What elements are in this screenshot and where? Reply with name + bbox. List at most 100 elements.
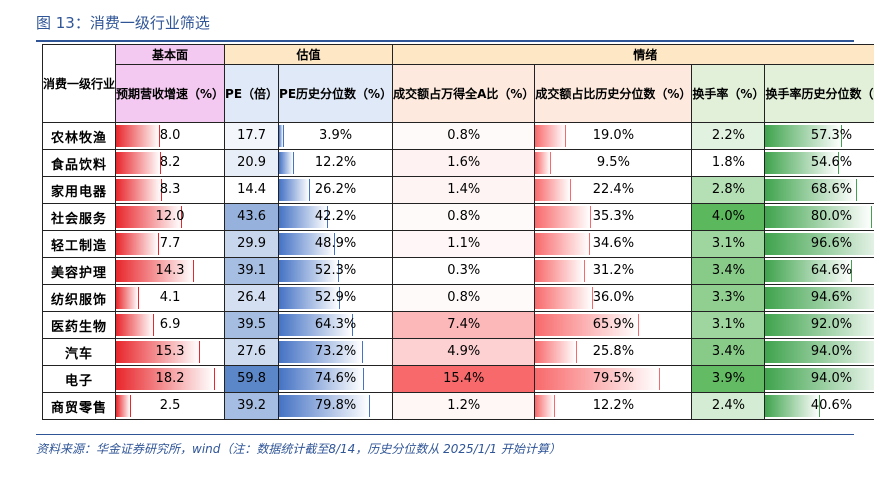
data-bar <box>765 125 843 147</box>
data-cell: 73.2% <box>278 338 394 366</box>
cell-value: 3.9% <box>711 371 745 386</box>
data-cell: 7.7 <box>115 230 226 258</box>
cell-value: 2.4% <box>711 398 745 413</box>
cell-value: 1.6% <box>447 155 481 170</box>
cell-value: 25.8% <box>592 344 635 359</box>
data-cell: 0.3% <box>392 257 536 285</box>
data-cell: 12.0 <box>115 203 226 231</box>
data-cell: 94.0% <box>764 338 874 366</box>
data-cell: 7.4% <box>392 311 536 339</box>
data-bar <box>116 233 159 255</box>
data-cell: 9.5% <box>534 149 693 177</box>
cell-value: 26.2% <box>314 182 357 197</box>
data-bar <box>116 206 182 228</box>
data-cell: 8.0 <box>115 122 226 150</box>
data-bar <box>765 179 858 201</box>
table-row: 轻工制造 7.7 29.9 48.9% 1.1% 34.6% 3.1% 96.6% <box>41 230 874 258</box>
data-bar <box>765 395 821 417</box>
cell-value: 14.3 <box>155 263 185 278</box>
data-cell: 65.9% <box>534 311 693 339</box>
data-bar <box>535 260 586 282</box>
data-cell: 12.2% <box>278 149 394 177</box>
data-bar <box>765 287 874 309</box>
data-cell: 1.6% <box>392 149 536 177</box>
table-row: 汽车 15.3 27.6 73.2% 4.9% 25.8% 3.4% 94.0% <box>41 338 874 366</box>
cell-value: 39.2 <box>237 398 267 413</box>
cell-value: 34.6% <box>592 236 635 251</box>
data-cell: 3.4% <box>691 338 766 366</box>
cell-value: 1.8% <box>711 155 745 170</box>
cell-value: 7.4% <box>447 317 481 332</box>
data-bar <box>279 395 371 417</box>
data-bar <box>765 314 874 336</box>
data-cell: 15.3 <box>115 338 226 366</box>
cell-value: 39.5 <box>237 317 267 332</box>
data-cell: 26.2% <box>278 176 394 204</box>
data-cell: 18.2 <box>115 365 226 393</box>
data-cell: 39.2 <box>224 392 280 420</box>
industry-name: 食品饮料 <box>41 149 117 177</box>
data-bar <box>279 233 336 255</box>
cell-value: 4.0% <box>711 209 745 224</box>
cell-value: 8.0 <box>159 128 181 143</box>
cell-value: 27.6 <box>237 344 267 359</box>
data-bar <box>116 152 162 174</box>
data-cell: 3.1% <box>691 230 766 258</box>
data-cell: 2.4% <box>691 392 766 420</box>
data-bar <box>535 179 572 201</box>
data-cell: 0.8% <box>392 284 536 312</box>
cell-value: 3.3% <box>711 290 745 305</box>
data-bar <box>116 341 200 363</box>
cell-value: 65.9% <box>592 317 635 332</box>
cell-value: 0.3% <box>447 263 481 278</box>
data-cell: 1.4% <box>392 176 536 204</box>
data-cell: 17.7 <box>224 122 280 150</box>
cell-value: 94.0% <box>810 344 853 359</box>
data-cell: 8.3 <box>115 176 226 204</box>
cell-value: 31.2% <box>592 263 635 278</box>
cell-value: 40.6% <box>810 398 853 413</box>
cell-value: 42.2% <box>314 209 357 224</box>
cell-value: 17.7 <box>237 128 267 143</box>
cell-value: 4.9% <box>447 344 481 359</box>
cell-value: 7.7 <box>159 236 181 251</box>
source-note: 资料来源：华金证券研究所，wind（注：数据统计截至8/14，历史分位数从 20… <box>36 442 561 456</box>
cell-value: 43.6 <box>237 209 267 224</box>
cell-value: 2.2% <box>711 128 745 143</box>
data-cell: 25.8% <box>534 338 693 366</box>
data-bar <box>116 260 195 282</box>
data-cell: 2.8% <box>691 176 766 204</box>
data-bar <box>535 314 640 336</box>
cell-value: 64.6% <box>810 263 853 278</box>
table-row: 商贸零售 2.5 39.2 79.8% 1.2% 12.2% 2.4% 40.6% <box>41 392 874 420</box>
data-cell: 59.8 <box>224 365 280 393</box>
col-header-turnover-rate: 换手率（%） <box>691 64 766 123</box>
data-cell: 31.2% <box>534 257 693 285</box>
page-title: 图 13：消费一级行业筛选 <box>36 14 210 32</box>
data-cell: 0.8% <box>392 122 536 150</box>
data-bar <box>535 125 567 147</box>
cell-value: 3.9% <box>319 128 353 143</box>
cell-value: 3.4% <box>711 263 745 278</box>
data-cell: 42.2% <box>278 203 394 231</box>
data-cell: 43.6 <box>224 203 280 231</box>
data-bar <box>279 206 328 228</box>
col-header-revenue-growth: 预期营收增速（%） <box>115 64 226 123</box>
table-row: 电子 18.2 59.8 74.6% 15.4% 79.5% 3.9% 94.0% <box>41 365 874 393</box>
cell-value: 26.4 <box>237 290 267 305</box>
data-bar <box>279 152 294 174</box>
data-bar <box>535 395 556 417</box>
source-divider <box>36 434 854 435</box>
cell-value: 12.0 <box>155 209 185 224</box>
data-bar <box>765 260 852 282</box>
data-cell: 64.3% <box>278 311 394 339</box>
row-header: 消费一级行业 <box>41 44 117 123</box>
cell-value: 8.3 <box>159 182 181 197</box>
data-cell: 3.9% <box>278 122 394 150</box>
data-bar <box>535 341 577 363</box>
cell-value: 18.2 <box>155 371 185 386</box>
table-row: 食品饮料 8.2 20.9 12.2% 1.6% 9.5% 1.8% 54.6% <box>41 149 874 177</box>
cell-value: 15.3 <box>155 344 185 359</box>
cell-value: 54.6% <box>810 155 853 170</box>
industry-name: 电子 <box>41 365 117 393</box>
